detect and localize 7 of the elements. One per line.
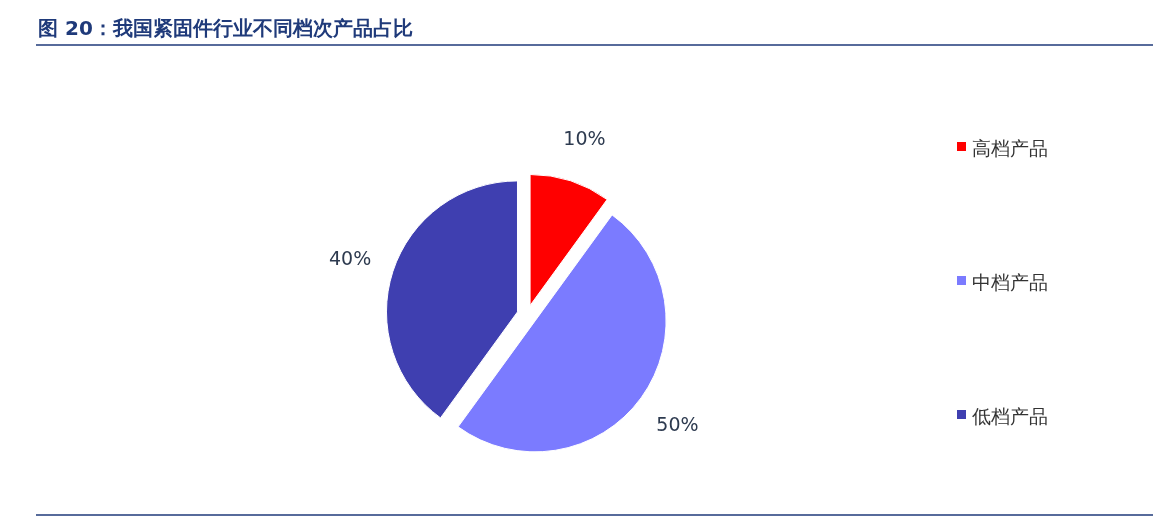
legend-label: 中档产品 [972,271,1048,293]
legend-label: 高档产品 [972,137,1048,159]
data-label: 50% [656,413,699,436]
data-label: 10% [563,127,606,150]
chart-title: 图 20：我国紧固件行业不同档次产品占比 [38,16,413,40]
data-label: 40% [328,246,372,269]
legend-label: 低档产品 [972,405,1048,427]
